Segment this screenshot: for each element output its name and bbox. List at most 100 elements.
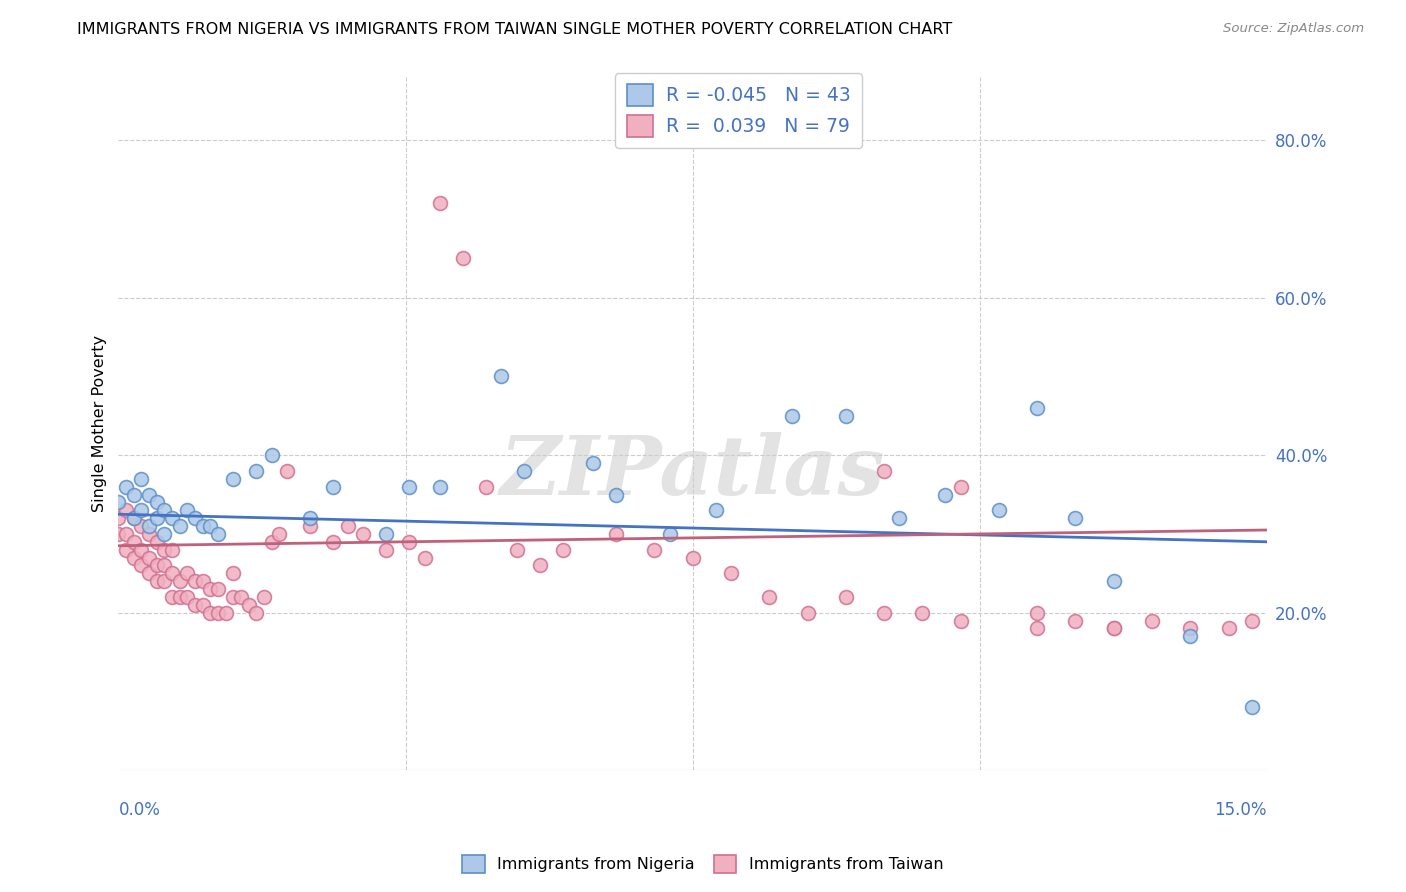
Point xyxy=(176,566,198,581)
Point xyxy=(160,566,183,581)
Point xyxy=(551,542,574,557)
Point xyxy=(269,527,291,541)
Point xyxy=(138,527,160,541)
Point xyxy=(138,519,160,533)
Point xyxy=(1180,629,1202,643)
Text: ZIPatlas: ZIPatlas xyxy=(501,433,886,512)
Point xyxy=(191,598,214,612)
Point xyxy=(1102,621,1125,635)
Y-axis label: Single Mother Poverty: Single Mother Poverty xyxy=(93,335,107,512)
Point xyxy=(169,574,191,589)
Point xyxy=(352,527,374,541)
Legend: Immigrants from Nigeria, Immigrants from Taiwan: Immigrants from Nigeria, Immigrants from… xyxy=(456,848,950,880)
Point xyxy=(260,534,283,549)
Point xyxy=(429,196,451,211)
Point xyxy=(1026,621,1049,635)
Point xyxy=(605,527,627,541)
Point xyxy=(1140,614,1163,628)
Point xyxy=(475,480,498,494)
Text: 15.0%: 15.0% xyxy=(1215,801,1267,819)
Point xyxy=(796,606,818,620)
Point xyxy=(115,527,138,541)
Point xyxy=(605,487,627,501)
Point xyxy=(107,495,129,509)
Point xyxy=(207,606,229,620)
Point xyxy=(582,456,605,470)
Point xyxy=(949,480,972,494)
Point xyxy=(122,511,145,525)
Point xyxy=(253,590,276,604)
Point xyxy=(529,558,551,573)
Point xyxy=(1240,614,1263,628)
Point xyxy=(131,519,153,533)
Point xyxy=(873,464,896,478)
Point xyxy=(122,550,145,565)
Text: Source: ZipAtlas.com: Source: ZipAtlas.com xyxy=(1223,22,1364,36)
Point xyxy=(145,534,167,549)
Point xyxy=(260,448,283,462)
Point xyxy=(222,566,245,581)
Point xyxy=(1064,614,1087,628)
Point xyxy=(873,606,896,620)
Point xyxy=(298,519,321,533)
Point xyxy=(200,606,222,620)
Text: IMMIGRANTS FROM NIGERIA VS IMMIGRANTS FROM TAIWAN SINGLE MOTHER POVERTY CORRELAT: IMMIGRANTS FROM NIGERIA VS IMMIGRANTS FR… xyxy=(77,22,953,37)
Point xyxy=(429,480,451,494)
Point xyxy=(222,472,245,486)
Point xyxy=(184,511,207,525)
Text: 0.0%: 0.0% xyxy=(118,801,160,819)
Point xyxy=(131,503,153,517)
Point xyxy=(160,511,183,525)
Point xyxy=(176,590,198,604)
Point xyxy=(153,574,176,589)
Point xyxy=(184,598,207,612)
Point xyxy=(145,574,167,589)
Point xyxy=(1064,511,1087,525)
Point xyxy=(145,495,167,509)
Point xyxy=(276,464,298,478)
Point xyxy=(115,503,138,517)
Point xyxy=(987,503,1010,517)
Point xyxy=(160,542,183,557)
Point xyxy=(704,503,727,517)
Point xyxy=(398,480,420,494)
Point xyxy=(184,574,207,589)
Point xyxy=(1026,401,1049,415)
Point xyxy=(115,480,138,494)
Point xyxy=(131,558,153,573)
Point xyxy=(107,527,129,541)
Point xyxy=(153,542,176,557)
Point xyxy=(491,369,513,384)
Point xyxy=(229,590,252,604)
Point xyxy=(513,464,536,478)
Point xyxy=(131,472,153,486)
Point xyxy=(138,550,160,565)
Point xyxy=(122,534,145,549)
Point xyxy=(122,511,145,525)
Point xyxy=(658,527,681,541)
Point xyxy=(138,487,160,501)
Point xyxy=(169,519,191,533)
Point xyxy=(214,606,236,620)
Point xyxy=(145,511,167,525)
Point xyxy=(138,566,160,581)
Point xyxy=(200,519,222,533)
Point xyxy=(375,527,398,541)
Point xyxy=(720,566,742,581)
Point xyxy=(245,464,267,478)
Point xyxy=(200,582,222,596)
Point xyxy=(238,598,260,612)
Point xyxy=(337,519,360,533)
Point xyxy=(505,542,527,557)
Point xyxy=(115,542,138,557)
Point xyxy=(191,574,214,589)
Point xyxy=(643,542,665,557)
Point xyxy=(835,590,858,604)
Legend: R = -0.045   N = 43, R =  0.039   N = 79: R = -0.045 N = 43, R = 0.039 N = 79 xyxy=(616,73,862,148)
Point xyxy=(780,409,803,423)
Point xyxy=(107,511,129,525)
Point xyxy=(245,606,267,620)
Point xyxy=(207,582,229,596)
Point xyxy=(682,550,704,565)
Point xyxy=(322,480,344,494)
